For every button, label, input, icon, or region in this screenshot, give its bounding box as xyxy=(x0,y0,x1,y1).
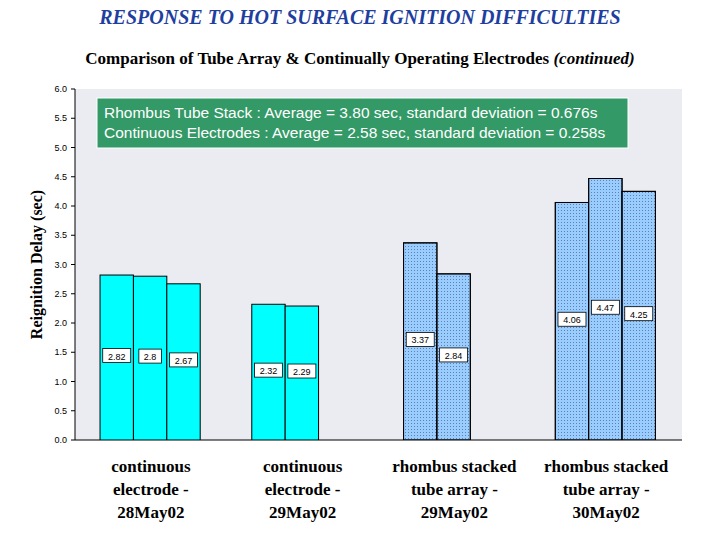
x-tick-label-line: tube array - xyxy=(411,480,498,499)
data-labels: 2.82 2.32 3.37 4.06 2.8 2.29 2.84 4.47 2.67 4.25 xyxy=(103,300,653,378)
data-label-box xyxy=(254,363,282,377)
data-label-box xyxy=(440,348,468,362)
y-tick xyxy=(71,264,75,265)
y-axis-label: Reignition Delay (sec) xyxy=(28,190,46,339)
y-tick-label: 1.0 xyxy=(54,377,67,387)
x-tick-label-line: 29May02 xyxy=(421,503,488,522)
bar xyxy=(252,304,285,440)
bar xyxy=(622,191,655,440)
title: RESPONSE TO HOT SURFACE IGNITION DIFFICU… xyxy=(98,6,620,28)
bar-texture xyxy=(437,274,470,440)
data-label: 2.8 xyxy=(144,352,157,362)
y-tick xyxy=(71,293,75,294)
x-axis: continuous electrode - 28May02 continuous el… xyxy=(111,457,669,522)
y-tick xyxy=(71,323,75,324)
y-tick xyxy=(71,206,75,207)
bar-texture xyxy=(555,202,588,440)
x-tick-label-line: rhombus stacked xyxy=(392,457,517,476)
annotation-text: Rhombus Tube Stack : Average = 3.80 sec,… xyxy=(104,104,598,121)
y-tick xyxy=(71,176,75,177)
bar-texture xyxy=(404,243,437,440)
x-tick-label: rhombus stacked tube array - 29May02 xyxy=(392,457,517,522)
bar xyxy=(100,275,133,440)
data-label: 2.32 xyxy=(260,366,278,376)
x-tick-label: rhombus stacked tube array - 30May02 xyxy=(544,457,669,522)
bar xyxy=(285,306,318,440)
y-tick xyxy=(71,118,75,119)
y-axis: 0.0 0.5 1.0 1.5 2.0 2.5 3.0 3.5 4.0 4.5 5.0 5.5 6.0 xyxy=(54,84,682,445)
data-label: 4.06 xyxy=(563,315,581,325)
y-tick xyxy=(71,352,75,353)
y-tick-label: 6.0 xyxy=(54,84,67,94)
bar xyxy=(133,276,166,440)
subtitle: Comparison of Tube Array & Continually O… xyxy=(85,49,634,68)
data-label: 2.67 xyxy=(175,356,193,366)
y-tick-label: 3.0 xyxy=(54,260,67,270)
y-tick-label: 4.5 xyxy=(54,172,67,182)
data-label-box xyxy=(170,353,198,367)
y-tick-label: 5.5 xyxy=(54,113,67,123)
bar xyxy=(167,284,200,440)
annotation-text: Continuous Electrodes : Average = 2.58 s… xyxy=(104,124,605,141)
x-tick-label-line: electrode - xyxy=(113,480,189,499)
y-tick-label: 1.5 xyxy=(54,347,67,357)
x-tick-label-line: 30May02 xyxy=(573,503,640,522)
y-tick xyxy=(71,89,75,90)
x-tick-label: continuous electrode - 29May02 xyxy=(263,457,343,522)
x-tick-label-line: 28May02 xyxy=(117,503,184,522)
data-label: 2.29 xyxy=(293,367,311,377)
y-tick-label: 0.0 xyxy=(54,435,67,445)
data-label-box xyxy=(103,349,131,363)
x-tick-label-line: continuous xyxy=(263,457,343,476)
data-label-box xyxy=(591,300,619,314)
bar xyxy=(555,202,588,440)
bar xyxy=(437,274,470,440)
bar-texture xyxy=(589,179,622,440)
y-tick-label: 2.0 xyxy=(54,318,67,328)
x-tick-label-line: rhombus stacked xyxy=(544,457,669,476)
x-tick-label-line: electrode - xyxy=(265,480,341,499)
data-label: 2.84 xyxy=(445,351,463,361)
y-tick-label: 4.0 xyxy=(54,201,67,211)
y-tick-label: 3.5 xyxy=(54,230,67,240)
data-label-box xyxy=(558,312,586,326)
data-label: 4.47 xyxy=(597,303,615,313)
chart: RESPONSE TO HOT SURFACE IGNITION DIFFICU… xyxy=(0,0,720,540)
data-label-box xyxy=(406,332,434,346)
y-tick-label: 0.5 xyxy=(54,406,67,416)
y-tick xyxy=(71,147,75,148)
y-tick-label: 5.0 xyxy=(54,143,67,153)
y-tick xyxy=(71,440,75,441)
y-tick xyxy=(71,410,75,411)
bars xyxy=(100,179,655,440)
subtitle-part: (continued) xyxy=(553,49,634,68)
y-tick-label: 2.5 xyxy=(54,289,67,299)
annotation: Rhombus Tube Stack : Average = 3.80 sec,… xyxy=(97,98,628,148)
y-tick xyxy=(71,235,75,236)
x-tick-label-line: continuous xyxy=(111,457,191,476)
data-label-box xyxy=(288,364,316,378)
y-tick xyxy=(71,381,75,382)
data-label: 3.37 xyxy=(411,335,429,345)
x-tick-label-line: 29May02 xyxy=(269,503,336,522)
x-tick-label-line: tube array - xyxy=(563,480,650,499)
plot-area xyxy=(75,89,682,440)
data-label: 4.25 xyxy=(630,310,648,320)
bar-texture xyxy=(622,191,655,440)
bar xyxy=(404,243,437,440)
x-tick-label: continuous electrode - 28May02 xyxy=(111,457,191,522)
y-axis-line xyxy=(75,89,76,440)
subtitle-part: Comparison of Tube Array & Continually O… xyxy=(85,49,553,68)
bar xyxy=(589,179,622,440)
annotation-box xyxy=(97,98,628,148)
data-label: 2.82 xyxy=(108,352,126,362)
data-label-box xyxy=(139,349,162,363)
data-label-box xyxy=(625,307,653,321)
